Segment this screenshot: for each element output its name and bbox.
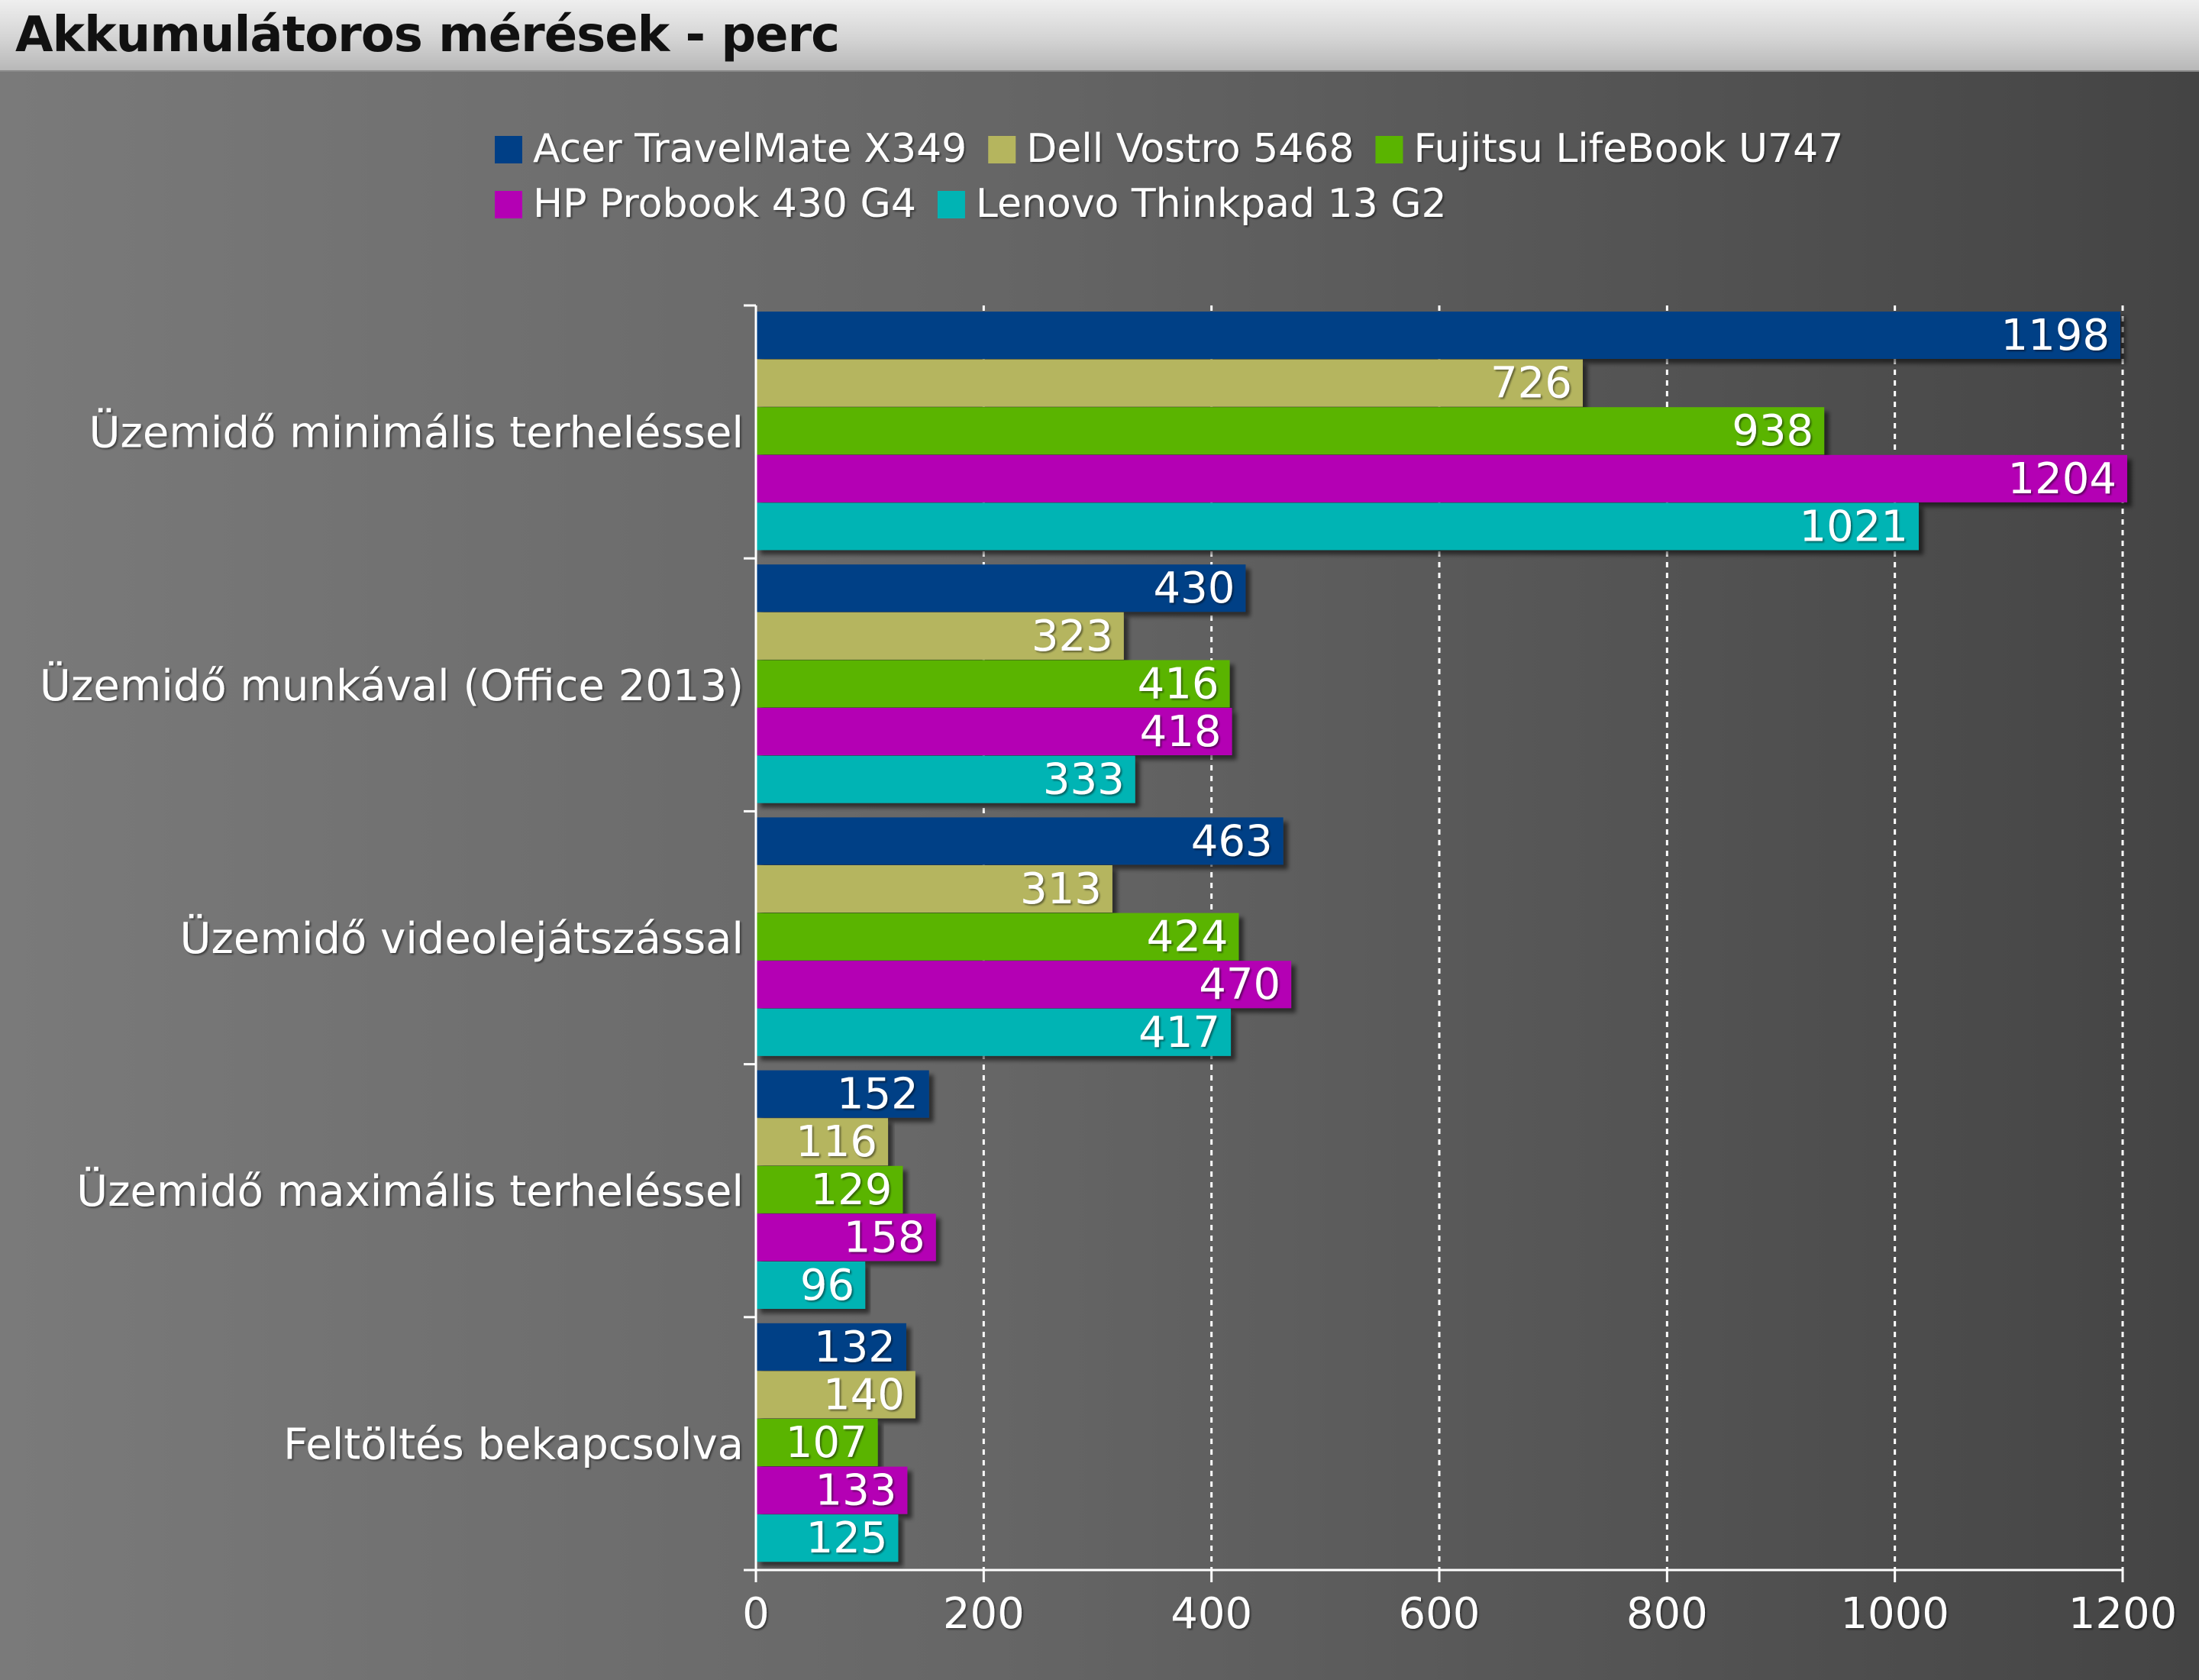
x-tick-label: 200 [943, 1589, 1025, 1639]
legend-swatch [1375, 136, 1403, 163]
title-bar: Akkumulátoros mérések - perc [0, 0, 2199, 72]
bar [756, 961, 1292, 1009]
legend-label: Dell Vostro 5468 [1026, 126, 1354, 172]
legend-swatch [495, 191, 522, 218]
bar [756, 708, 1232, 755]
data-label: 140 [823, 1370, 905, 1420]
category-label: Üzemidő munkával (Office 2013) [40, 661, 744, 711]
bar [756, 612, 1124, 660]
bar [756, 913, 1239, 961]
bar [756, 660, 1230, 708]
bar [756, 407, 1825, 455]
legend: Acer TravelMate X349 Dell Vostro 5468 Fuji… [495, 126, 1843, 227]
bar [756, 1262, 866, 1309]
tick-labels: 0 200 400 600 800 1000 1200 [742, 1589, 2177, 1639]
data-label: 96 [800, 1261, 854, 1310]
data-label: 125 [806, 1514, 888, 1563]
category-label: Üzemidő minimális terheléssel [89, 409, 744, 458]
data-label: 1198 [2001, 311, 2110, 360]
data-label: 417 [1138, 1008, 1220, 1058]
category-label: Feltöltés bekapcsolva [283, 1420, 744, 1469]
chart-title: Akkumulátoros mérések - perc [15, 7, 840, 63]
bar [756, 1371, 915, 1419]
bar [756, 502, 1919, 551]
bar [756, 1118, 889, 1166]
bar [756, 865, 1112, 913]
data-label: 133 [815, 1466, 897, 1516]
data-label: 323 [1032, 612, 1113, 661]
axes [744, 304, 2124, 1582]
data-label: 463 [1191, 816, 1273, 866]
bar [756, 1213, 936, 1262]
category-label: Üzemidő maximális terheléssel [76, 1167, 744, 1216]
legend-swatch [988, 136, 1016, 163]
legend-swatch [937, 191, 965, 218]
x-tick-label: 400 [1171, 1589, 1252, 1639]
bar [756, 1466, 908, 1514]
data-label: 158 [844, 1213, 925, 1262]
bar [756, 359, 1583, 407]
data-label: 313 [1020, 864, 1102, 914]
x-tick-label: 1200 [2068, 1589, 2178, 1639]
data-label: 107 [786, 1418, 867, 1468]
x-tick-label: 0 [742, 1589, 770, 1639]
data-label: 1204 [2007, 454, 2117, 504]
data-label: 470 [1199, 960, 1280, 1010]
category-labels: Üzemidő minimális terheléssel Üzemidő mun… [40, 409, 744, 1470]
legend-label: Acer TravelMate X349 [533, 126, 967, 172]
legend-label: HP Probook 430 G4 [533, 181, 916, 227]
data-label: 1021 [1799, 502, 1908, 551]
bar [756, 564, 1246, 612]
data-label: 430 [1154, 564, 1235, 613]
legend-swatch [495, 136, 522, 163]
data-label: 726 [1490, 359, 1572, 409]
legend-label: Lenovo Thinkpad 13 G2 [976, 181, 1447, 227]
x-tick-label: 800 [1626, 1589, 1708, 1639]
bar [756, 454, 2127, 502]
data-label: 418 [1140, 707, 1222, 757]
data-label: 116 [796, 1117, 877, 1167]
x-tick-label: 1000 [1840, 1589, 1949, 1639]
x-tick-label: 600 [1399, 1589, 1481, 1639]
bar [756, 1419, 878, 1466]
data-label: 152 [837, 1070, 919, 1119]
category-label: Üzemidő videolejátszással [180, 914, 744, 964]
bar [756, 312, 2121, 359]
bar [756, 1008, 1232, 1056]
data-label: 938 [1732, 406, 1813, 456]
bar [756, 817, 1284, 865]
bar [756, 1514, 899, 1562]
data-label: 129 [811, 1165, 893, 1215]
bar [756, 1323, 906, 1371]
data-label: 333 [1043, 755, 1125, 805]
data-label: 416 [1138, 659, 1219, 709]
data-label: 132 [814, 1323, 896, 1372]
bar [756, 1070, 929, 1118]
bar [756, 1165, 903, 1213]
data-label: 424 [1147, 913, 1229, 962]
bar [756, 755, 1135, 803]
legend-label: Fujitsu LifeBook U747 [1413, 126, 1843, 172]
